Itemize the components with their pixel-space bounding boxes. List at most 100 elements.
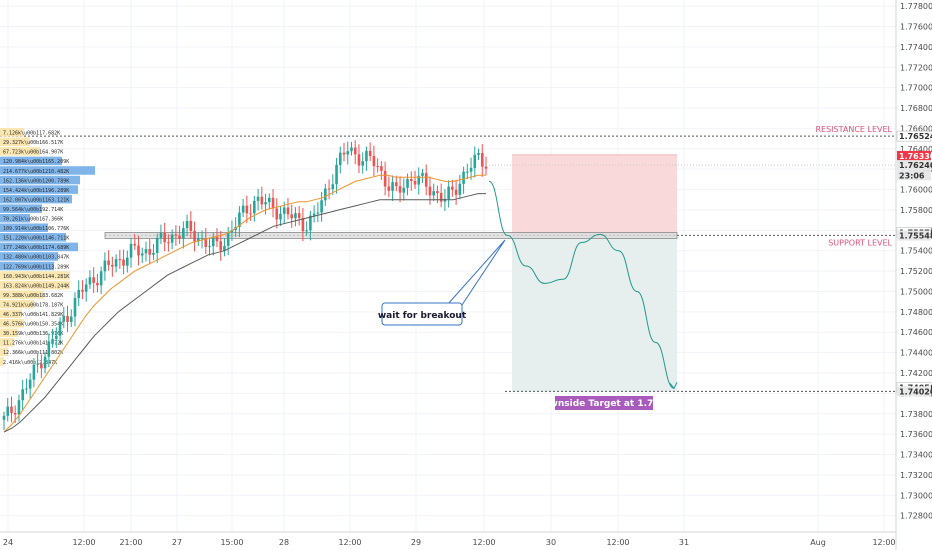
- candle-body: [267, 197, 271, 203]
- resistance-label: RESISTANCE LEVEL: [815, 125, 892, 134]
- volume-label: 67.723k\u00b164.907K: [3, 150, 63, 156]
- candle-body: [152, 252, 155, 255]
- candle-body: [170, 234, 174, 243]
- price-badge-text: 1.765240: [899, 132, 932, 141]
- candle-body: [480, 153, 484, 167]
- time-axis[interactable]: 24 12:00 21:00 27 15:00 28 12:00 29 12:00 30 12:00…: [0, 531, 896, 547]
- candle-body: [290, 214, 294, 219]
- candle-body: [88, 277, 92, 285]
- candle-body: [25, 388, 28, 390]
- candle-body: [129, 243, 133, 258]
- volume-label: 122.769k\u00b1113.289K: [3, 264, 69, 270]
- time-tick-label: 21:00: [119, 538, 142, 547]
- candle-body: [436, 191, 439, 193]
- volume-label: 154.424k\u00b1196.289K: [3, 188, 69, 194]
- candle-body: [107, 260, 110, 265]
- candle-body: [103, 260, 107, 272]
- candle-body: [28, 379, 32, 389]
- candle-body: [114, 259, 118, 267]
- price-tick-label: 1.760000: [900, 186, 932, 195]
- price-badge-text: 1.762400: [899, 161, 932, 170]
- price-tick-label: 1.750000: [900, 287, 932, 296]
- time-tick-label: 12:00: [606, 538, 629, 547]
- volume-label: 120.984k\u00b1165.209K: [3, 159, 69, 165]
- price-badge: [897, 160, 931, 171]
- candle-body: [372, 155, 376, 167]
- volume-label: 2.416k\u00b12.847K: [3, 360, 57, 366]
- candle-body: [62, 315, 66, 322]
- candle-body: [241, 205, 245, 213]
- candle-body: [398, 186, 402, 193]
- candle-body: [409, 179, 413, 181]
- candle-body: [316, 212, 320, 214]
- volume-label: 177.248k\u00b1174.689K: [3, 245, 69, 251]
- candle-body: [380, 166, 383, 171]
- candle-body: [208, 246, 211, 248]
- candle-body: [342, 152, 346, 155]
- candle-body: [211, 236, 215, 247]
- volume-label: 214.677k\u00b1210.482K: [3, 169, 69, 175]
- price-tick-label: 1.744000: [900, 349, 932, 358]
- price-badge: [897, 170, 931, 181]
- volume-label: 109.914k\u00b1106.776K: [3, 226, 69, 232]
- candle-body: [51, 339, 54, 342]
- price-tick-label: 1.766000: [900, 124, 932, 133]
- candle-body: [226, 232, 230, 246]
- volume-label: 12.366k\u00b111.802K: [3, 350, 63, 356]
- time-tick-label: 12:00: [72, 538, 95, 547]
- candle-body: [58, 321, 62, 336]
- candle-body: [447, 186, 450, 199]
- time-tick-label: Aug: [810, 538, 826, 547]
- candle-body: [462, 171, 465, 184]
- candle-body: [477, 153, 480, 155]
- volume-label: 46.576k\u00b150.354K: [3, 322, 63, 328]
- grid-lines: [0, 0, 896, 532]
- volume-bar: [0, 252, 58, 261]
- level-lines: RESISTANCE LEVEL SUPPORT LEVEL: [0, 125, 896, 392]
- candle-body: [245, 205, 249, 214]
- volume-bar: [0, 299, 34, 309]
- candle-body: [122, 259, 125, 266]
- forecast-curve: [488, 180, 675, 389]
- volume-bar: [0, 280, 70, 290]
- volume-bar: [0, 204, 42, 213]
- volume-bar: [0, 290, 44, 299]
- price-badge: [897, 386, 931, 397]
- target-label-text: Downside Target at 1.7402: [536, 399, 672, 409]
- volume-bar: [0, 175, 80, 185]
- volume-bar: [0, 357, 4, 366]
- candle-body: [215, 236, 219, 242]
- volume-label: 74.921k\u00b178.187K: [3, 302, 63, 308]
- volume-bar: [0, 128, 24, 137]
- price-tick-label: 1.772000: [900, 63, 932, 72]
- volume-label: 46.337k\u00b141.829K: [3, 312, 63, 318]
- candle-body: [66, 315, 69, 322]
- candle-body: [99, 271, 103, 286]
- price-tick-label: 1.764000: [900, 145, 932, 154]
- time-tick-label: 12:00: [872, 538, 895, 547]
- price-badge-text: 23:06: [899, 171, 925, 180]
- candle-body: [294, 213, 297, 219]
- candle-body: [297, 213, 301, 218]
- candle-body: [406, 179, 409, 188]
- price-tick-label: 1.746000: [900, 328, 932, 337]
- price-tick-label: 1.778000: [900, 2, 932, 11]
- time-tick-label: 27: [172, 538, 182, 547]
- time-tick-label: 31: [679, 538, 689, 547]
- candle-body: [253, 200, 256, 214]
- volume-bar: [0, 223, 48, 233]
- price-tick-label: 1.730000: [900, 491, 932, 500]
- candle-body: [260, 196, 264, 205]
- candle-body: [196, 238, 200, 242]
- volume-label: 162.007k\u00b1163.121K: [3, 197, 69, 203]
- candle-body: [17, 400, 21, 415]
- ema-fast-line: [3, 174, 486, 433]
- candle-body: [353, 147, 357, 155]
- candle-body: [155, 237, 159, 253]
- candle-body: [84, 284, 88, 292]
- candle-body: [282, 207, 286, 214]
- candle-body: [163, 233, 166, 243]
- candle-body: [219, 241, 223, 251]
- candle-body: [365, 150, 368, 162]
